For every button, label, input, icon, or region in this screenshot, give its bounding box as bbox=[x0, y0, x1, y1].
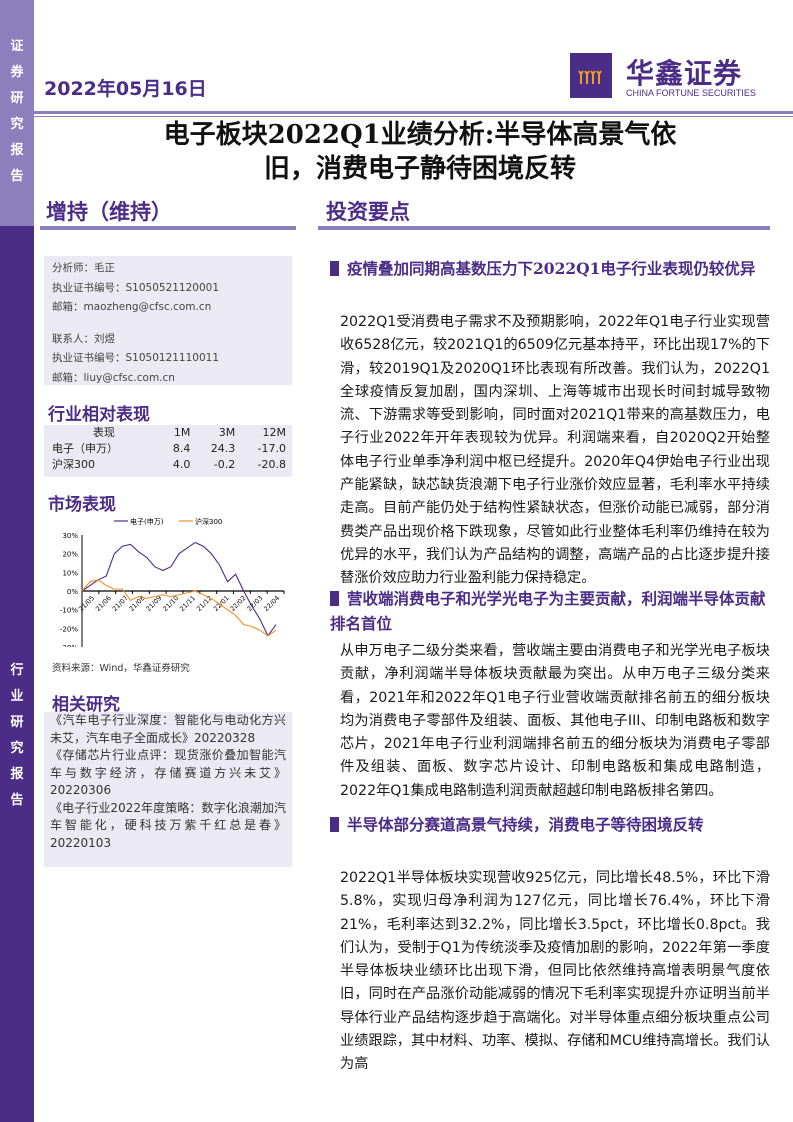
related-heading: 相关研究 bbox=[52, 695, 120, 715]
bullet-square-icon bbox=[330, 591, 339, 606]
divider bbox=[34, 111, 793, 114]
chart-source: 资料来源：Wind，华鑫证券研究 bbox=[52, 663, 190, 674]
related-item[interactable]: 《存储芯片行业点评：现货涨价叠加智能汽车与数字经济，存储赛道方兴未艾》20220… bbox=[50, 748, 286, 797]
analyst-email[interactable]: 邮箱：maozheng@cfsc.com.cn bbox=[52, 301, 212, 313]
col-header: 12M bbox=[262, 426, 287, 439]
divider bbox=[40, 226, 296, 230]
sidebar-top-label: 证券研究报告 bbox=[10, 39, 24, 184]
logo-icon bbox=[570, 53, 612, 98]
series-line-hs300 bbox=[81, 579, 277, 637]
cell: -20.8 bbox=[257, 458, 286, 471]
x-tick-label: 21/05 bbox=[77, 594, 96, 613]
sidebar-bottom: 行业研究报告 bbox=[0, 226, 34, 1122]
col-header: 1M bbox=[173, 426, 191, 439]
y-tick-label: 20% bbox=[62, 551, 78, 559]
title-line: 旧，消费电子静待困境反转 bbox=[263, 154, 576, 184]
report-title: 电子板块2022Q1业绩分析:半导体高景气依 旧，消费电子静待困境反转 bbox=[60, 118, 780, 186]
x-tick-label: 22/02 bbox=[229, 594, 248, 613]
cell: 8.4 bbox=[172, 442, 191, 455]
legend-label: 电子(申万) bbox=[130, 517, 164, 526]
x-tick-label: 21/11 bbox=[178, 594, 197, 613]
performance-table: 表现 1M 3M 12M 电子（申万） 8.4 24.3 -17.0 沪深300 4.0 -0.… bbox=[44, 425, 292, 477]
cell: 24.3 bbox=[210, 442, 236, 455]
y-tick-label: -30% bbox=[60, 644, 78, 647]
cell: -0.2 bbox=[213, 458, 236, 471]
contact-cert: 执业证书编号：S1050121110011 bbox=[52, 352, 220, 364]
y-tick-label: 30% bbox=[62, 532, 78, 540]
analyst-cert: 执业证书编号：S1050521120001 bbox=[52, 281, 220, 294]
cell: 4.0 bbox=[172, 458, 191, 471]
related-item[interactable]: 《汽车电子行业深度：智能化与电动化方兴未艾，汽车电子全面成长》20220328 bbox=[50, 713, 286, 745]
title-line: 电子板块2022Q1业绩分析:半导体高景气依 bbox=[163, 120, 677, 150]
x-tick-label: 21/07 bbox=[111, 594, 130, 613]
analyst-name: 分析师：毛正 bbox=[52, 262, 115, 274]
spacer bbox=[52, 318, 284, 330]
related-item[interactable]: 《电子行业2022年度策略：数字化浪潮加汽车智能化，硬科技万紫千红总是春》202… bbox=[50, 800, 286, 850]
sidebar-top: 证券研究报告 bbox=[0, 0, 34, 226]
report-date: 2022年05月16日 bbox=[44, 78, 207, 100]
contact-email[interactable]: 邮箱：liuy@cfsc.com.cn bbox=[52, 371, 175, 384]
bullet-square-icon bbox=[330, 817, 339, 832]
section-heading-text: 疫情叠加同期高基数压力下2022Q1电子行业表现仍较优异 bbox=[347, 259, 756, 278]
table-header: 表现 1M 3M 12M bbox=[44, 425, 292, 441]
section-heading: 疫情叠加同期高基数压力下2022Q1电子行业表现仍较优异 bbox=[330, 256, 770, 281]
section-heading-text: 营收端消费电子和光学光电子为主要贡献，利润端半导体贡献排名首位 bbox=[330, 589, 766, 633]
cell: 沪深300 bbox=[52, 458, 95, 471]
y-tick-label: -20% bbox=[60, 625, 78, 633]
divider bbox=[34, 116, 793, 117]
col-header: 表现 bbox=[92, 426, 115, 439]
bullet-square-icon bbox=[330, 261, 339, 276]
section-heading: 营收端消费电子和光学光电子为主要贡献，利润端半导体贡献排名首位 bbox=[330, 586, 770, 636]
x-tick-label: 21/06 bbox=[94, 594, 113, 613]
section-body: 从申万电子二级分类来看，营收端主要由消费电子和光学光电子板块贡献，净利润端半导体… bbox=[340, 643, 770, 799]
table-row: 沪深300 4.0 -0.2 -20.8 bbox=[44, 457, 292, 473]
y-tick-label: 10% bbox=[62, 569, 78, 577]
x-tick-label: 21/12 bbox=[195, 594, 214, 613]
divider bbox=[318, 226, 770, 230]
logo-subtext: CHINA FORTUNE SECURITIES bbox=[626, 88, 756, 98]
market-heading: 市场表现 bbox=[48, 495, 116, 515]
legend-label: 沪深300 bbox=[195, 517, 222, 526]
section-title: 投资要点 bbox=[326, 199, 410, 224]
performance-heading: 行业相对表现 bbox=[48, 405, 150, 425]
section-body: 2022Q1半导体板块实现营收925亿元，同比增长48.5%，环比下滑5.8%，… bbox=[340, 870, 770, 1073]
related-research: 《汽车电子行业深度：智能化与电动化方兴未艾，汽车电子全面成长》20220328 … bbox=[44, 712, 292, 867]
analyst-info: 分析师：毛正 执业证书编号：S1050521120001 邮箱：maozheng… bbox=[44, 256, 292, 385]
series-line-electronics bbox=[81, 541, 277, 637]
y-tick-label: -10% bbox=[60, 607, 78, 615]
sidebar-bottom-label: 行业研究报告 bbox=[10, 663, 24, 808]
section-heading-text: 半导体部分赛道高景气持续，消费电子等待困境反转 bbox=[347, 815, 704, 834]
cell: 电子（申万） bbox=[52, 442, 118, 455]
section-body: 2022Q1受消费电子需求不及预期影响，2022年Q1电子行业实现营收6528亿… bbox=[340, 314, 770, 587]
col-header: 3M bbox=[218, 426, 236, 439]
x-tick-label: 22/04 bbox=[262, 594, 281, 613]
cell: -17.0 bbox=[257, 442, 286, 455]
contact-name: 联系人：刘煜 bbox=[52, 332, 115, 345]
table-row: 电子（申万） 8.4 24.3 -17.0 bbox=[44, 441, 292, 457]
logo-text: 华鑫证券 bbox=[626, 57, 743, 90]
y-tick-label: 0% bbox=[67, 588, 78, 596]
section-heading: 半导体部分赛道高景气持续，消费电子等待困境反转 bbox=[330, 812, 770, 837]
rating: 增持（维持） bbox=[46, 199, 172, 224]
